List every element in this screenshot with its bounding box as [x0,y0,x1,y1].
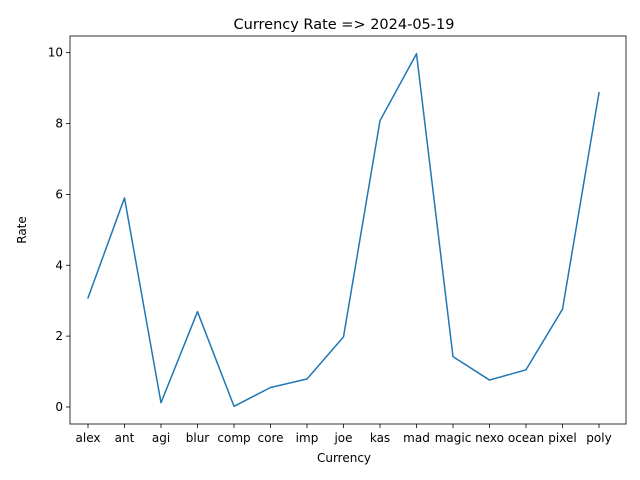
x-tick-label: ant [115,431,135,445]
x-tick-label: alex [76,431,101,445]
y-tick-label: 0 [55,400,63,414]
y-tick-label: 2 [55,329,63,343]
x-tick-label: joe [333,431,352,445]
x-axis-label: Currency [317,451,371,465]
x-tick-label: magic [435,431,472,445]
chart-title: Currency Rate => 2024-05-19 [234,17,455,33]
y-tick-label: 8 [55,117,63,131]
y-axis-label: Rate [15,216,29,244]
y-axis: 0 2 4 6 8 10 [48,46,70,414]
x-tick-label: pixel [548,431,576,445]
x-tick-label: core [258,431,284,445]
x-tick-label: comp [217,431,250,445]
plot-area [70,36,626,424]
series-line [87,52,600,408]
y-tick-label: 4 [55,258,63,272]
x-tick-label: blur [186,431,210,445]
x-tick-label: nexo [475,431,504,445]
x-tick-label: agi [152,431,170,445]
x-tick-label: kas [370,431,390,445]
x-axis: alex ant agi blur comp core imp joe kas mad magic n… [76,424,612,445]
y-tick-label: 10 [48,46,63,60]
plot-frame [69,35,627,425]
x-tick-label: ocean [508,431,544,445]
x-tick-label: poly [586,431,611,445]
x-tick-label: mad [403,431,430,445]
x-tick-label: imp [296,431,319,445]
y-tick-label: 6 [55,187,63,201]
